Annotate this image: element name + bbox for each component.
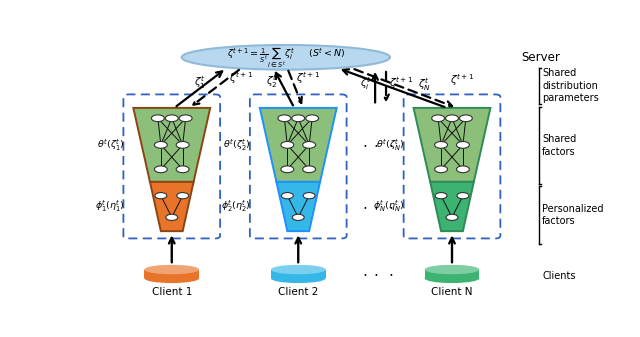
Text: Client 1: Client 1 bbox=[152, 287, 192, 297]
Circle shape bbox=[435, 142, 447, 148]
Circle shape bbox=[152, 115, 164, 122]
Bar bbox=[145, 270, 199, 278]
Text: $\phi_N^t(\eta_N^t)$: $\phi_N^t(\eta_N^t)$ bbox=[373, 199, 404, 214]
Ellipse shape bbox=[145, 265, 199, 274]
Circle shape bbox=[176, 166, 189, 173]
Circle shape bbox=[278, 115, 291, 122]
Text: Server: Server bbox=[521, 51, 560, 64]
Ellipse shape bbox=[271, 274, 326, 283]
Text: Clients: Clients bbox=[542, 271, 576, 281]
Circle shape bbox=[292, 115, 305, 122]
Text: $\zeta^{t+1}$: $\zeta^{t+1}$ bbox=[296, 70, 320, 86]
Circle shape bbox=[460, 115, 472, 122]
Circle shape bbox=[281, 142, 294, 148]
Polygon shape bbox=[430, 182, 474, 231]
Text: $\cdot\;\cdot\;\cdot$: $\cdot\;\cdot\;\cdot$ bbox=[362, 137, 394, 152]
Ellipse shape bbox=[425, 274, 479, 283]
Ellipse shape bbox=[271, 265, 326, 274]
Circle shape bbox=[155, 192, 167, 199]
Text: $\zeta_i^t$: $\zeta_i^t$ bbox=[360, 75, 372, 92]
Text: Shared
distribution
parameters: Shared distribution parameters bbox=[542, 68, 599, 103]
Circle shape bbox=[431, 115, 445, 122]
Text: $\zeta_1^t$: $\zeta_1^t$ bbox=[194, 74, 205, 91]
Circle shape bbox=[154, 166, 167, 173]
Circle shape bbox=[165, 115, 178, 122]
Circle shape bbox=[457, 192, 469, 199]
Text: $\phi_1^t(\eta_1^t)$: $\phi_1^t(\eta_1^t)$ bbox=[95, 199, 124, 214]
Ellipse shape bbox=[182, 45, 390, 70]
Circle shape bbox=[435, 192, 447, 199]
Polygon shape bbox=[276, 182, 320, 231]
Text: $\theta^t(\zeta_2^t)$: $\theta^t(\zeta_2^t)$ bbox=[223, 137, 251, 153]
Circle shape bbox=[166, 214, 178, 220]
Ellipse shape bbox=[145, 274, 199, 283]
Circle shape bbox=[456, 142, 469, 148]
Circle shape bbox=[179, 115, 192, 122]
Circle shape bbox=[435, 166, 447, 173]
Circle shape bbox=[282, 192, 293, 199]
Ellipse shape bbox=[425, 265, 479, 274]
Circle shape bbox=[456, 166, 469, 173]
Text: Personalized
factors: Personalized factors bbox=[542, 204, 604, 226]
Text: $\phi_2^t(\eta_2^t)$: $\phi_2^t(\eta_2^t)$ bbox=[221, 199, 251, 214]
Circle shape bbox=[176, 142, 189, 148]
Polygon shape bbox=[133, 108, 210, 182]
FancyBboxPatch shape bbox=[124, 94, 220, 239]
Text: $\zeta^{t+1}$: $\zeta^{t+1}$ bbox=[229, 70, 253, 86]
Circle shape bbox=[446, 214, 458, 220]
Bar bbox=[271, 270, 326, 278]
Text: Client 2: Client 2 bbox=[278, 287, 319, 297]
Text: $\zeta_2^t$: $\zeta_2^t$ bbox=[266, 73, 278, 90]
Polygon shape bbox=[413, 108, 490, 182]
Text: Client N: Client N bbox=[431, 287, 473, 297]
FancyBboxPatch shape bbox=[404, 94, 500, 239]
Circle shape bbox=[177, 192, 189, 199]
Text: Shared
factors: Shared factors bbox=[542, 134, 577, 157]
Text: $\zeta_N^t$: $\zeta_N^t$ bbox=[419, 76, 431, 93]
Bar bbox=[425, 270, 479, 278]
Polygon shape bbox=[150, 182, 193, 231]
Ellipse shape bbox=[145, 265, 199, 274]
Text: $\cdot\;\cdot\;\cdot$: $\cdot\;\cdot\;\cdot$ bbox=[362, 199, 394, 214]
Circle shape bbox=[445, 115, 458, 122]
Circle shape bbox=[306, 115, 319, 122]
Circle shape bbox=[303, 192, 315, 199]
Text: $\zeta^{t+1}= \frac{1}{S^t}\sum_{i\in S^t}\zeta_i^t$     $(S^t < N)$: $\zeta^{t+1}= \frac{1}{S^t}\sum_{i\in S^… bbox=[227, 45, 345, 70]
Polygon shape bbox=[260, 108, 337, 182]
Circle shape bbox=[303, 142, 316, 148]
Circle shape bbox=[303, 166, 316, 173]
Ellipse shape bbox=[271, 265, 326, 274]
Text: $\theta^t(\zeta_N^t)$: $\theta^t(\zeta_N^t)$ bbox=[376, 137, 404, 153]
Circle shape bbox=[281, 166, 294, 173]
Circle shape bbox=[292, 214, 304, 220]
Text: $\cdot\;\cdot\;\cdot$: $\cdot\;\cdot\;\cdot$ bbox=[362, 267, 394, 281]
FancyBboxPatch shape bbox=[250, 94, 347, 239]
Circle shape bbox=[154, 142, 167, 148]
Text: $\theta^t(\zeta_1^t)$: $\theta^t(\zeta_1^t)$ bbox=[97, 137, 124, 153]
Ellipse shape bbox=[425, 265, 479, 274]
Text: $\zeta^{t+1}$: $\zeta^{t+1}$ bbox=[449, 72, 474, 88]
Text: $\zeta^{t+1}$: $\zeta^{t+1}$ bbox=[389, 75, 413, 91]
